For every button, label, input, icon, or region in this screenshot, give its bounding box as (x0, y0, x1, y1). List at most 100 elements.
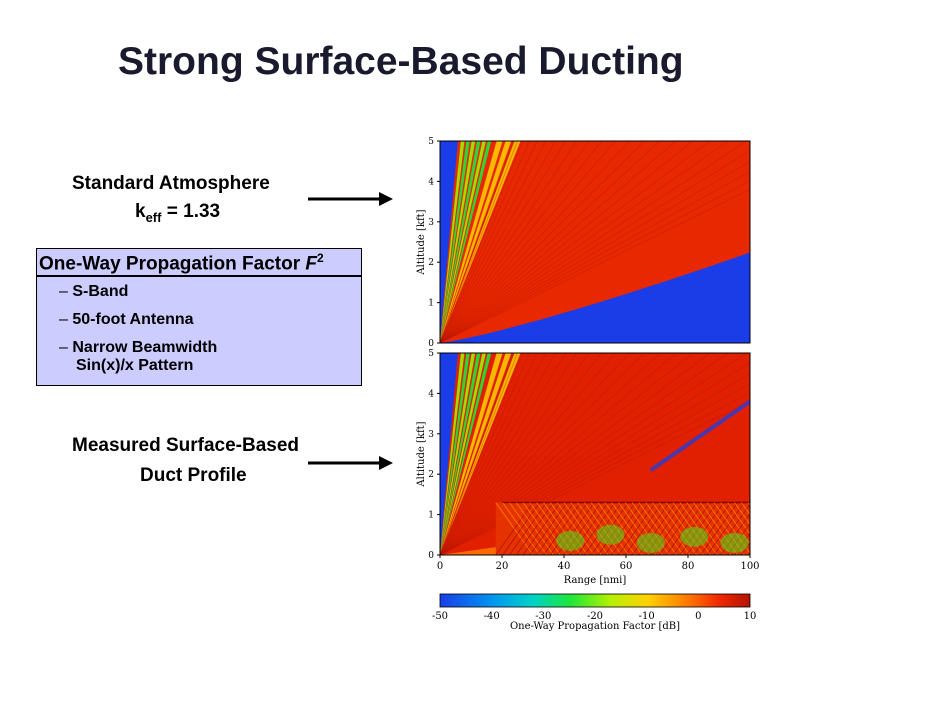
duct-multipath-ray (740, 502, 750, 516)
heatmap-field (440, 141, 750, 343)
interference-fringe (440, 400, 750, 555)
bullet-continuation: Sin(x)/x Pattern (76, 357, 193, 375)
duct-multipath-ray (543, 502, 582, 555)
y-tick-label: 3 (428, 218, 434, 228)
interference-fringe (440, 392, 750, 555)
keff-value: = 1.33 (161, 201, 221, 222)
colorbar-tick-label: -40 (484, 611, 500, 622)
interference-fringe (440, 141, 631, 343)
interference-fringe (440, 353, 748, 555)
bottom-panel (440, 353, 799, 555)
duct-multipath-ray (734, 502, 750, 526)
interference-fringe (440, 141, 524, 343)
bullet-item: – S-Band (59, 283, 128, 301)
interference-fringe (440, 353, 677, 555)
keff-label: keff = 1.33 (135, 201, 220, 225)
x-tick-label: 80 (682, 561, 695, 572)
bullet-dash: – (59, 283, 68, 300)
plot-frame (439, 352, 751, 556)
interference-fringe (440, 141, 661, 343)
y-tick-label: 5 (428, 349, 434, 359)
interference-fringe (440, 141, 530, 343)
duct-multipath-ray (502, 502, 541, 555)
colorbar-gradient (439, 593, 751, 608)
interference-fringe (440, 141, 567, 343)
near-field-lobe (440, 353, 465, 555)
duct-multipath-ray (747, 502, 750, 506)
y-axis-label: Altitude [kft] (416, 421, 427, 487)
interference-fringe (440, 373, 750, 555)
interference-fringe (440, 353, 518, 555)
standard-atmosphere-label: Standard Atmosphere (72, 173, 270, 195)
interference-fringe (440, 141, 617, 343)
colorbar-tick-label: 10 (744, 611, 757, 622)
duct-multipath-ray (762, 502, 799, 555)
duct-multipath-ray (618, 502, 657, 555)
interference-fringe (440, 383, 750, 555)
near-field-lobe (440, 141, 486, 343)
bullet-text: S-Band (72, 283, 129, 300)
axes-layer: 0 1 2 3 4 5 Altitude [kft] 0 1 2 3 4 5 Altitude [kft]… (416, 137, 760, 586)
interference-fringe (440, 353, 538, 555)
duct-multipath-ray (624, 502, 663, 555)
duct-multipath-ray (536, 502, 575, 555)
propagation-factor-box: One-Way Propagation Factor F2 – S-Band –… (36, 248, 362, 386)
high-angle-null (440, 353, 458, 555)
near-field-lobe (440, 141, 521, 343)
near-field-lobe (440, 353, 486, 555)
near-field-lobe (440, 141, 481, 343)
duct-multipath-ray (665, 502, 704, 555)
interference-fringe (440, 141, 578, 343)
box-heading-var: F (305, 253, 317, 275)
y-tick-label: 1 (428, 511, 434, 521)
near-field-lobe (440, 353, 470, 555)
duct-multipath-ray (659, 502, 698, 555)
y-tick-label: 1 (428, 299, 434, 309)
interference-fringe (440, 353, 646, 555)
interference-fringe (440, 353, 631, 555)
near-field-lobe (440, 141, 503, 343)
interference-fringe (440, 353, 567, 555)
interference-fringe (440, 353, 524, 555)
near-field-lobe (440, 353, 492, 555)
duct-multipath-ray (706, 502, 745, 555)
near-field-lobe (440, 141, 512, 343)
y-tick-label: 4 (428, 177, 434, 187)
plot-frame (439, 140, 751, 344)
top-panel (440, 141, 750, 343)
interference-fringe (440, 362, 750, 555)
interference-fringe (440, 353, 661, 555)
near-field-lobe (440, 141, 465, 343)
interference-fringe (440, 353, 603, 555)
near-field-lobe (440, 353, 476, 555)
duct-multipath-ray (604, 502, 643, 555)
interference-fringe (440, 353, 556, 555)
interference-fringe (440, 180, 750, 343)
duct-null-region (720, 532, 749, 553)
duct-null-region (680, 526, 709, 547)
interference-fringe (440, 141, 518, 343)
interference-fringe (440, 150, 750, 343)
near-field-lobe (440, 353, 481, 555)
interference-fringe (440, 141, 547, 343)
y-tick-label: 5 (428, 137, 434, 147)
y-tick-label: 2 (428, 258, 434, 268)
interference-fringe (440, 141, 590, 343)
x-tick-label: 0 (437, 561, 443, 572)
interference-fringe (440, 141, 538, 343)
duct-multipath-ray (755, 502, 792, 555)
colorbar-tick-label: 0 (695, 611, 701, 622)
near-field-lobe (440, 141, 492, 343)
near-field-lobe (440, 353, 512, 555)
interference-fringe (440, 171, 750, 343)
interference-fringe (440, 353, 590, 555)
box-heading-text: One-Way Propagation Factor (39, 253, 306, 275)
interference-fringe (440, 141, 515, 343)
interference-fringe (440, 141, 513, 343)
duct-multipath-ray (611, 502, 650, 555)
keff-sub: eff (145, 209, 162, 225)
duct-multipath-ray (515, 502, 554, 555)
bullet-text: 50-foot Antenna (72, 311, 194, 328)
duct-multipath-ray (495, 502, 534, 555)
